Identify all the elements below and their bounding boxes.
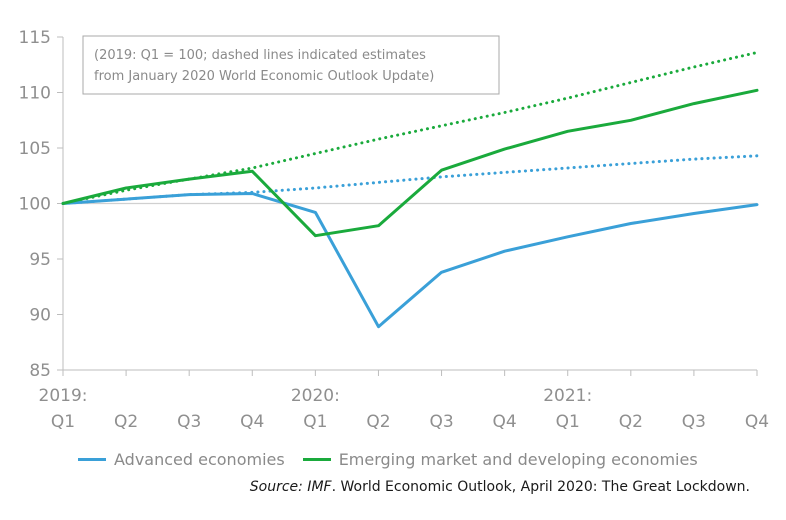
x-tick-quarter-label: Q4 xyxy=(493,412,517,432)
x-tick-year-label: 2020: xyxy=(291,386,340,406)
x-tick-year-label: 2019: xyxy=(39,386,88,406)
y-tick-label: 95 xyxy=(29,250,51,270)
annotation-line-2: from January 2020 World Economic Outlook… xyxy=(94,69,434,84)
legend-label-advanced: Advanced economies xyxy=(114,450,285,469)
source-label: Source: IMF xyxy=(249,479,332,495)
chart-legend: Advanced economies Emerging market and d… xyxy=(78,450,716,469)
y-tick-label: 85 xyxy=(29,361,51,381)
x-tick-quarter-label: Q2 xyxy=(114,412,138,432)
x-tick-quarter-label: Q1 xyxy=(556,412,580,432)
x-tick-quarter-label: Q4 xyxy=(240,412,264,432)
legend-item-emerging: Emerging market and developing economies xyxy=(302,450,698,469)
y-tick-label: 105 xyxy=(19,139,51,159)
y-tick-label: 90 xyxy=(29,306,51,326)
x-tick-quarter-label: Q2 xyxy=(366,412,390,432)
x-tick-quarter-label: Q1 xyxy=(51,412,75,432)
y-tick-label: 100 xyxy=(19,195,51,215)
x-axis-ticks: 2019: Q1 Q2 Q3 Q4 2020: Q1 Q2 Q3 Q4 2021: Q1 Q2 Q3 Q4 xyxy=(39,370,769,432)
x-tick-quarter-label: Q3 xyxy=(429,412,453,432)
series-line-emerging xyxy=(61,88,759,238)
legend-swatch-advanced xyxy=(78,458,106,461)
x-tick-quarter-label: Q1 xyxy=(303,412,327,432)
source-note: Source: IMF. World Economic Outlook, Apr… xyxy=(250,479,750,495)
x-tick-quarter-label: Q3 xyxy=(682,412,706,432)
y-axis-ticks: 115 110 105 100 95 90 85 xyxy=(19,28,63,381)
legend-item-advanced: Advanced economies xyxy=(78,450,285,469)
series-group xyxy=(61,51,759,329)
x-tick-quarter-label: Q4 xyxy=(745,412,769,432)
legend-swatch-emerging xyxy=(302,458,331,461)
line-chart: 115 110 105 100 95 90 85 2019: Q1 Q2 Q3 Q4 2020: Q1 Q… xyxy=(19,28,770,432)
x-tick-year-label: 2021: xyxy=(543,386,592,406)
y-tick-label: 115 xyxy=(19,28,51,48)
x-tick-quarter-label: Q2 xyxy=(619,412,643,432)
y-tick-label: 110 xyxy=(19,84,51,104)
annotation-line-1: (2019: Q1 = 100; dashed lines indicated … xyxy=(94,48,426,63)
estimate-dotted-line-emerging xyxy=(61,51,759,205)
source-text: . World Economic Outlook, April 2020: Th… xyxy=(331,479,750,495)
legend-label-emerging: Emerging market and developing economies xyxy=(338,450,698,469)
x-tick-quarter-label: Q3 xyxy=(177,412,201,432)
series-line-advanced xyxy=(61,192,759,329)
annotation-box: (2019: Q1 = 100; dashed lines indicated … xyxy=(82,35,500,95)
